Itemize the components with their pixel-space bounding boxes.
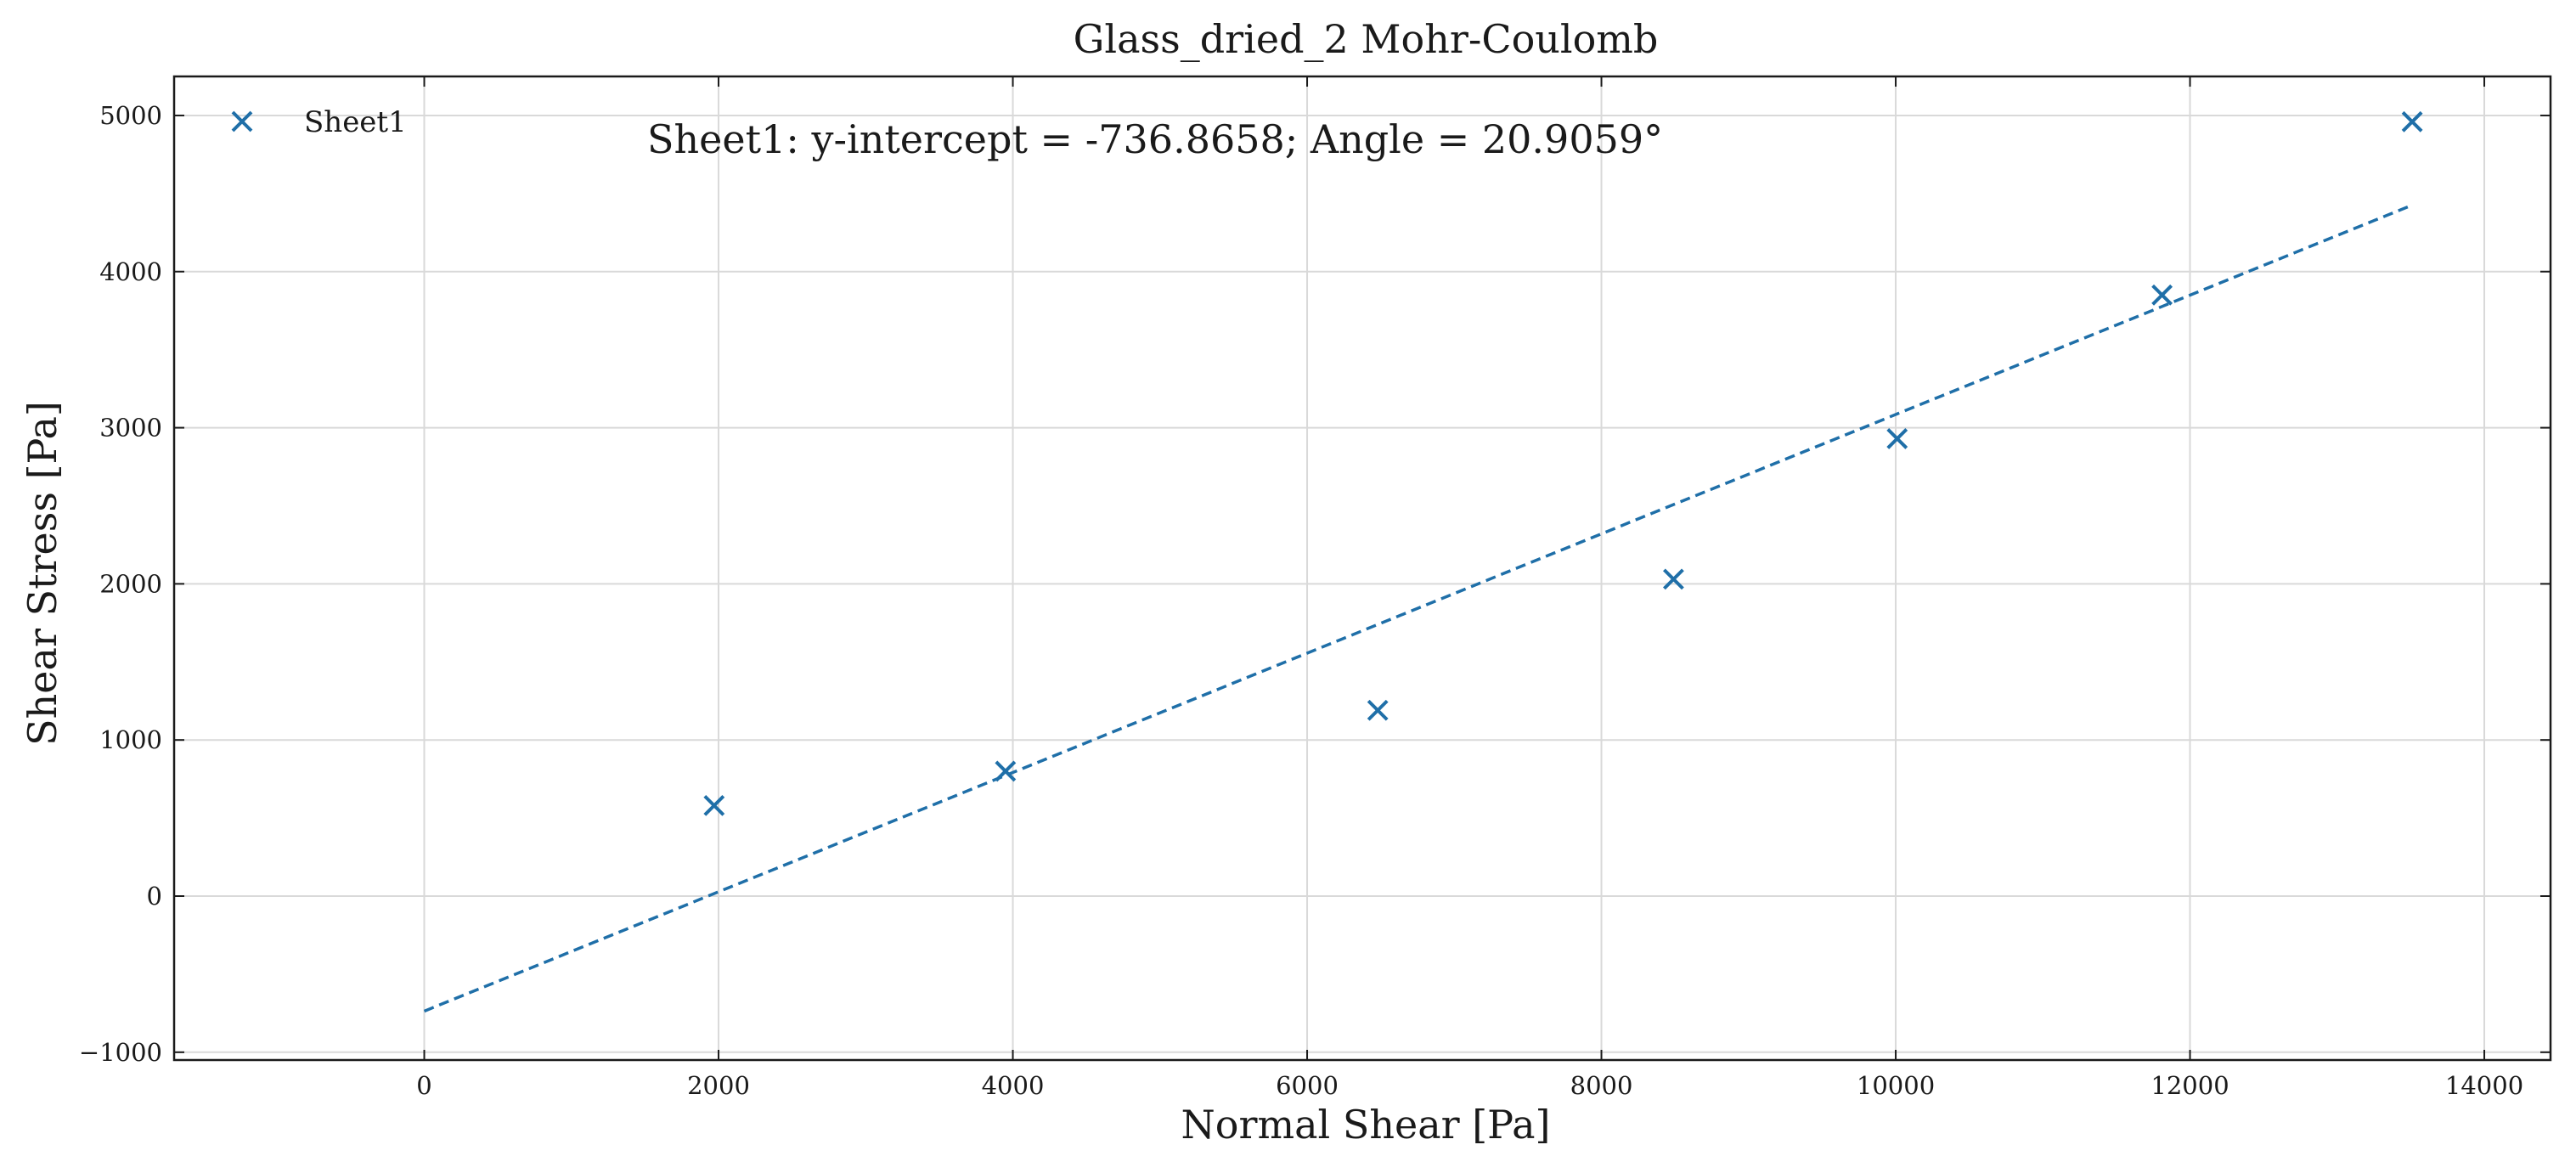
y-tick-label: 5000 (99, 101, 162, 130)
fit-line-layer (423, 203, 2413, 1013)
y-tick-label: 2000 (99, 569, 162, 598)
marker-stroke (1663, 568, 1684, 590)
legend-label-sheet1: Sheet1 (304, 105, 407, 139)
x-tick-label: 14000 (2445, 1071, 2523, 1100)
x-tick-label: 8000 (1570, 1071, 1633, 1100)
fit-line (423, 203, 2413, 1013)
grid-lines (174, 76, 2551, 1060)
marker-stroke (2401, 110, 2423, 133)
data-point (995, 760, 1017, 782)
marker-stroke (1367, 699, 1389, 721)
x-tick-label: 2000 (687, 1071, 750, 1100)
fit-annotation: Sheet1: y-intercept = -736.8658; Angle =… (647, 116, 1663, 162)
data-point (703, 794, 725, 816)
chart-title: Glass_dried_2 Mohr-Coulomb (1074, 16, 1659, 62)
axis-ticks (174, 76, 2551, 1060)
data-point (1663, 568, 1684, 590)
marker-stroke (703, 794, 725, 816)
marker-stroke (2151, 284, 2173, 306)
tick-labels: 0 2000 4000 6000 8000 10000 12000 14000 −1000 0 10… (79, 101, 2523, 1100)
y-tick-label: 3000 (99, 414, 162, 443)
plot-frame (172, 75, 2552, 1062)
marker-stroke (1886, 428, 1908, 449)
x-tick-label: 10000 (1857, 1071, 1935, 1100)
y-axis-label: Shear Stress [Pa] (20, 401, 65, 746)
y-tick-label: 0 (147, 882, 162, 911)
x-tick-label: 12000 (2150, 1071, 2229, 1100)
data-point (1886, 428, 1908, 449)
legend: Sheet1 (231, 105, 407, 139)
y-tick-label: −1000 (79, 1038, 162, 1067)
marker-stroke (231, 110, 253, 133)
data-point (1367, 699, 1389, 721)
y-tick-label: 4000 (99, 257, 162, 286)
x-tick-label: 6000 (1276, 1071, 1339, 1100)
x-tick-label: 0 (416, 1071, 431, 1100)
x-tick-label: 4000 (982, 1071, 1045, 1100)
data-point (2151, 284, 2173, 306)
legend-marker-x (231, 110, 253, 133)
marker-stroke (995, 760, 1017, 782)
y-tick-label: 1000 (99, 725, 162, 754)
legend-marker-sheet1 (231, 110, 253, 133)
x-axis-label: Normal Shear [Pa] (1181, 1102, 1551, 1148)
data-points (703, 110, 2423, 816)
data-point (2401, 110, 2423, 133)
